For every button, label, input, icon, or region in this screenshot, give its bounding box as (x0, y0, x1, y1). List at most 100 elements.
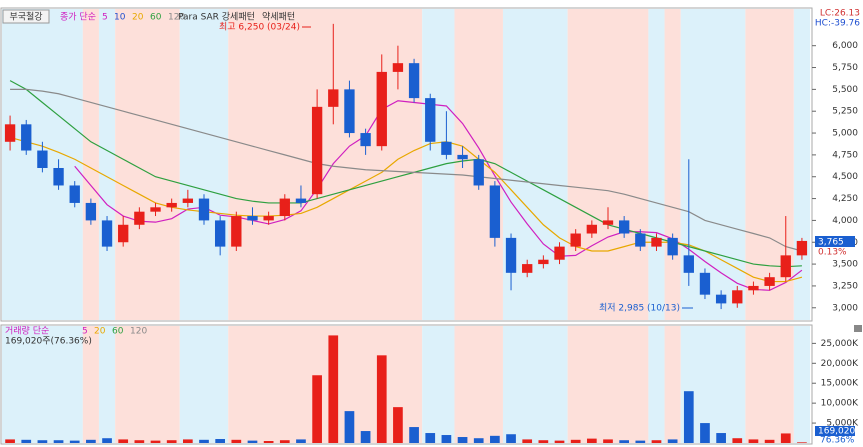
ma-line (10, 88, 803, 252)
y-tick-label: 15,000K (821, 379, 859, 389)
sar-band (567, 9, 649, 320)
candle-body (522, 264, 533, 273)
y-tick-label: 4,000 (832, 216, 858, 226)
volume-bar (522, 439, 533, 443)
candle-body (764, 277, 775, 286)
volume-bar (409, 427, 419, 443)
candle-body (344, 89, 355, 134)
sar-band (115, 326, 180, 443)
sar-band (228, 326, 423, 443)
y-tick-label: 4,500 (832, 172, 858, 182)
volume-bar (683, 391, 694, 443)
candle-body (328, 89, 339, 107)
last-volume: 169,020 (818, 427, 855, 437)
sar-band (664, 326, 681, 443)
y-tick-label: 25,000K (821, 339, 859, 349)
candle-body (247, 216, 258, 221)
volume-bar (797, 442, 807, 443)
candle-body (360, 133, 371, 147)
candle-body (214, 220, 226, 247)
sar-band (745, 326, 794, 443)
volume-bar (279, 440, 290, 443)
candle-body (408, 63, 420, 99)
candle-body (586, 224, 598, 234)
y-tick-label: 3,500 (832, 260, 858, 270)
sar-band (454, 326, 503, 443)
volume-bar (21, 439, 32, 443)
volume-bar (748, 439, 759, 443)
sar-band (422, 9, 455, 320)
panel-button[interactable] (854, 325, 862, 332)
stock-name: 부국철강 (9, 12, 42, 23)
volume-bar (619, 440, 630, 443)
candle-body (425, 98, 436, 142)
candle-body (101, 220, 113, 247)
y-tick-label: 4,250 (832, 194, 858, 204)
candle-body (651, 237, 662, 247)
volume-bar (473, 438, 484, 443)
volume-bar (263, 441, 274, 443)
volume-bar (247, 440, 258, 443)
sar-band (179, 9, 229, 320)
volume-bar (69, 440, 80, 443)
candle-body (570, 233, 581, 247)
volume-bar (651, 440, 662, 443)
y-tick-label: 10,000K (821, 399, 859, 409)
candle-body (392, 63, 404, 72)
volume-bar (102, 438, 112, 443)
high-annotation: 최고 6,250 (03/24) (219, 22, 300, 33)
stock-name-box[interactable] (2, 9, 50, 24)
volume-corner-label: 76.36% (820, 436, 855, 446)
sar-band (98, 326, 116, 443)
candle-body (505, 237, 517, 273)
candle-body (231, 216, 242, 247)
volume-bar (716, 433, 726, 443)
volume-bar (732, 438, 743, 443)
sar-band (793, 9, 810, 320)
candle-body (441, 141, 452, 155)
sar-band (502, 9, 568, 320)
volume-bar (215, 439, 226, 443)
volume-bar (780, 433, 791, 443)
sar-band (422, 326, 455, 443)
candle-body (182, 198, 194, 203)
legend-entry: 5 (82, 327, 88, 337)
volume-bar (182, 439, 193, 443)
y-tick-label: 5,500 (832, 85, 858, 95)
legend-entry: 60 (112, 327, 124, 337)
volume-bar (37, 440, 48, 443)
sar-band (502, 326, 568, 443)
candle-body (198, 198, 210, 221)
y-tick-label: 5,750 (832, 63, 858, 73)
volume-legend-title: 거래량 단순 (5, 325, 49, 337)
sar-band (2, 326, 83, 443)
y-tick-label: 3,000 (832, 303, 858, 313)
band-layer (2, 9, 810, 443)
volume-bar (296, 439, 306, 443)
volume-bar (457, 437, 468, 443)
volume-bar (312, 375, 322, 443)
volume-bar (376, 355, 387, 443)
volume-bar (53, 440, 64, 443)
y-tick-label: 4,750 (832, 150, 858, 160)
corner-label: LC:26.13 (820, 9, 860, 19)
volume-bar (328, 335, 339, 443)
candle-body (715, 294, 727, 304)
volume-bar (764, 439, 775, 443)
legend-entry: 120 (130, 327, 147, 337)
volume-bar (506, 434, 516, 443)
sar-band (567, 326, 649, 443)
candle-body (150, 207, 161, 212)
sar-band (98, 9, 116, 320)
volume-bar (166, 440, 177, 443)
volume-bar (393, 407, 403, 443)
y-tick-label: 5,250 (832, 107, 858, 117)
volume-bar (5, 439, 15, 443)
volume-bar (538, 440, 549, 443)
volume-bar (490, 435, 500, 443)
candle-body (473, 159, 484, 186)
volume-bar (86, 439, 96, 443)
candle-body (295, 198, 307, 203)
y-tick-label: 6,000 (832, 41, 858, 51)
last-price: 3,765 (818, 238, 844, 248)
